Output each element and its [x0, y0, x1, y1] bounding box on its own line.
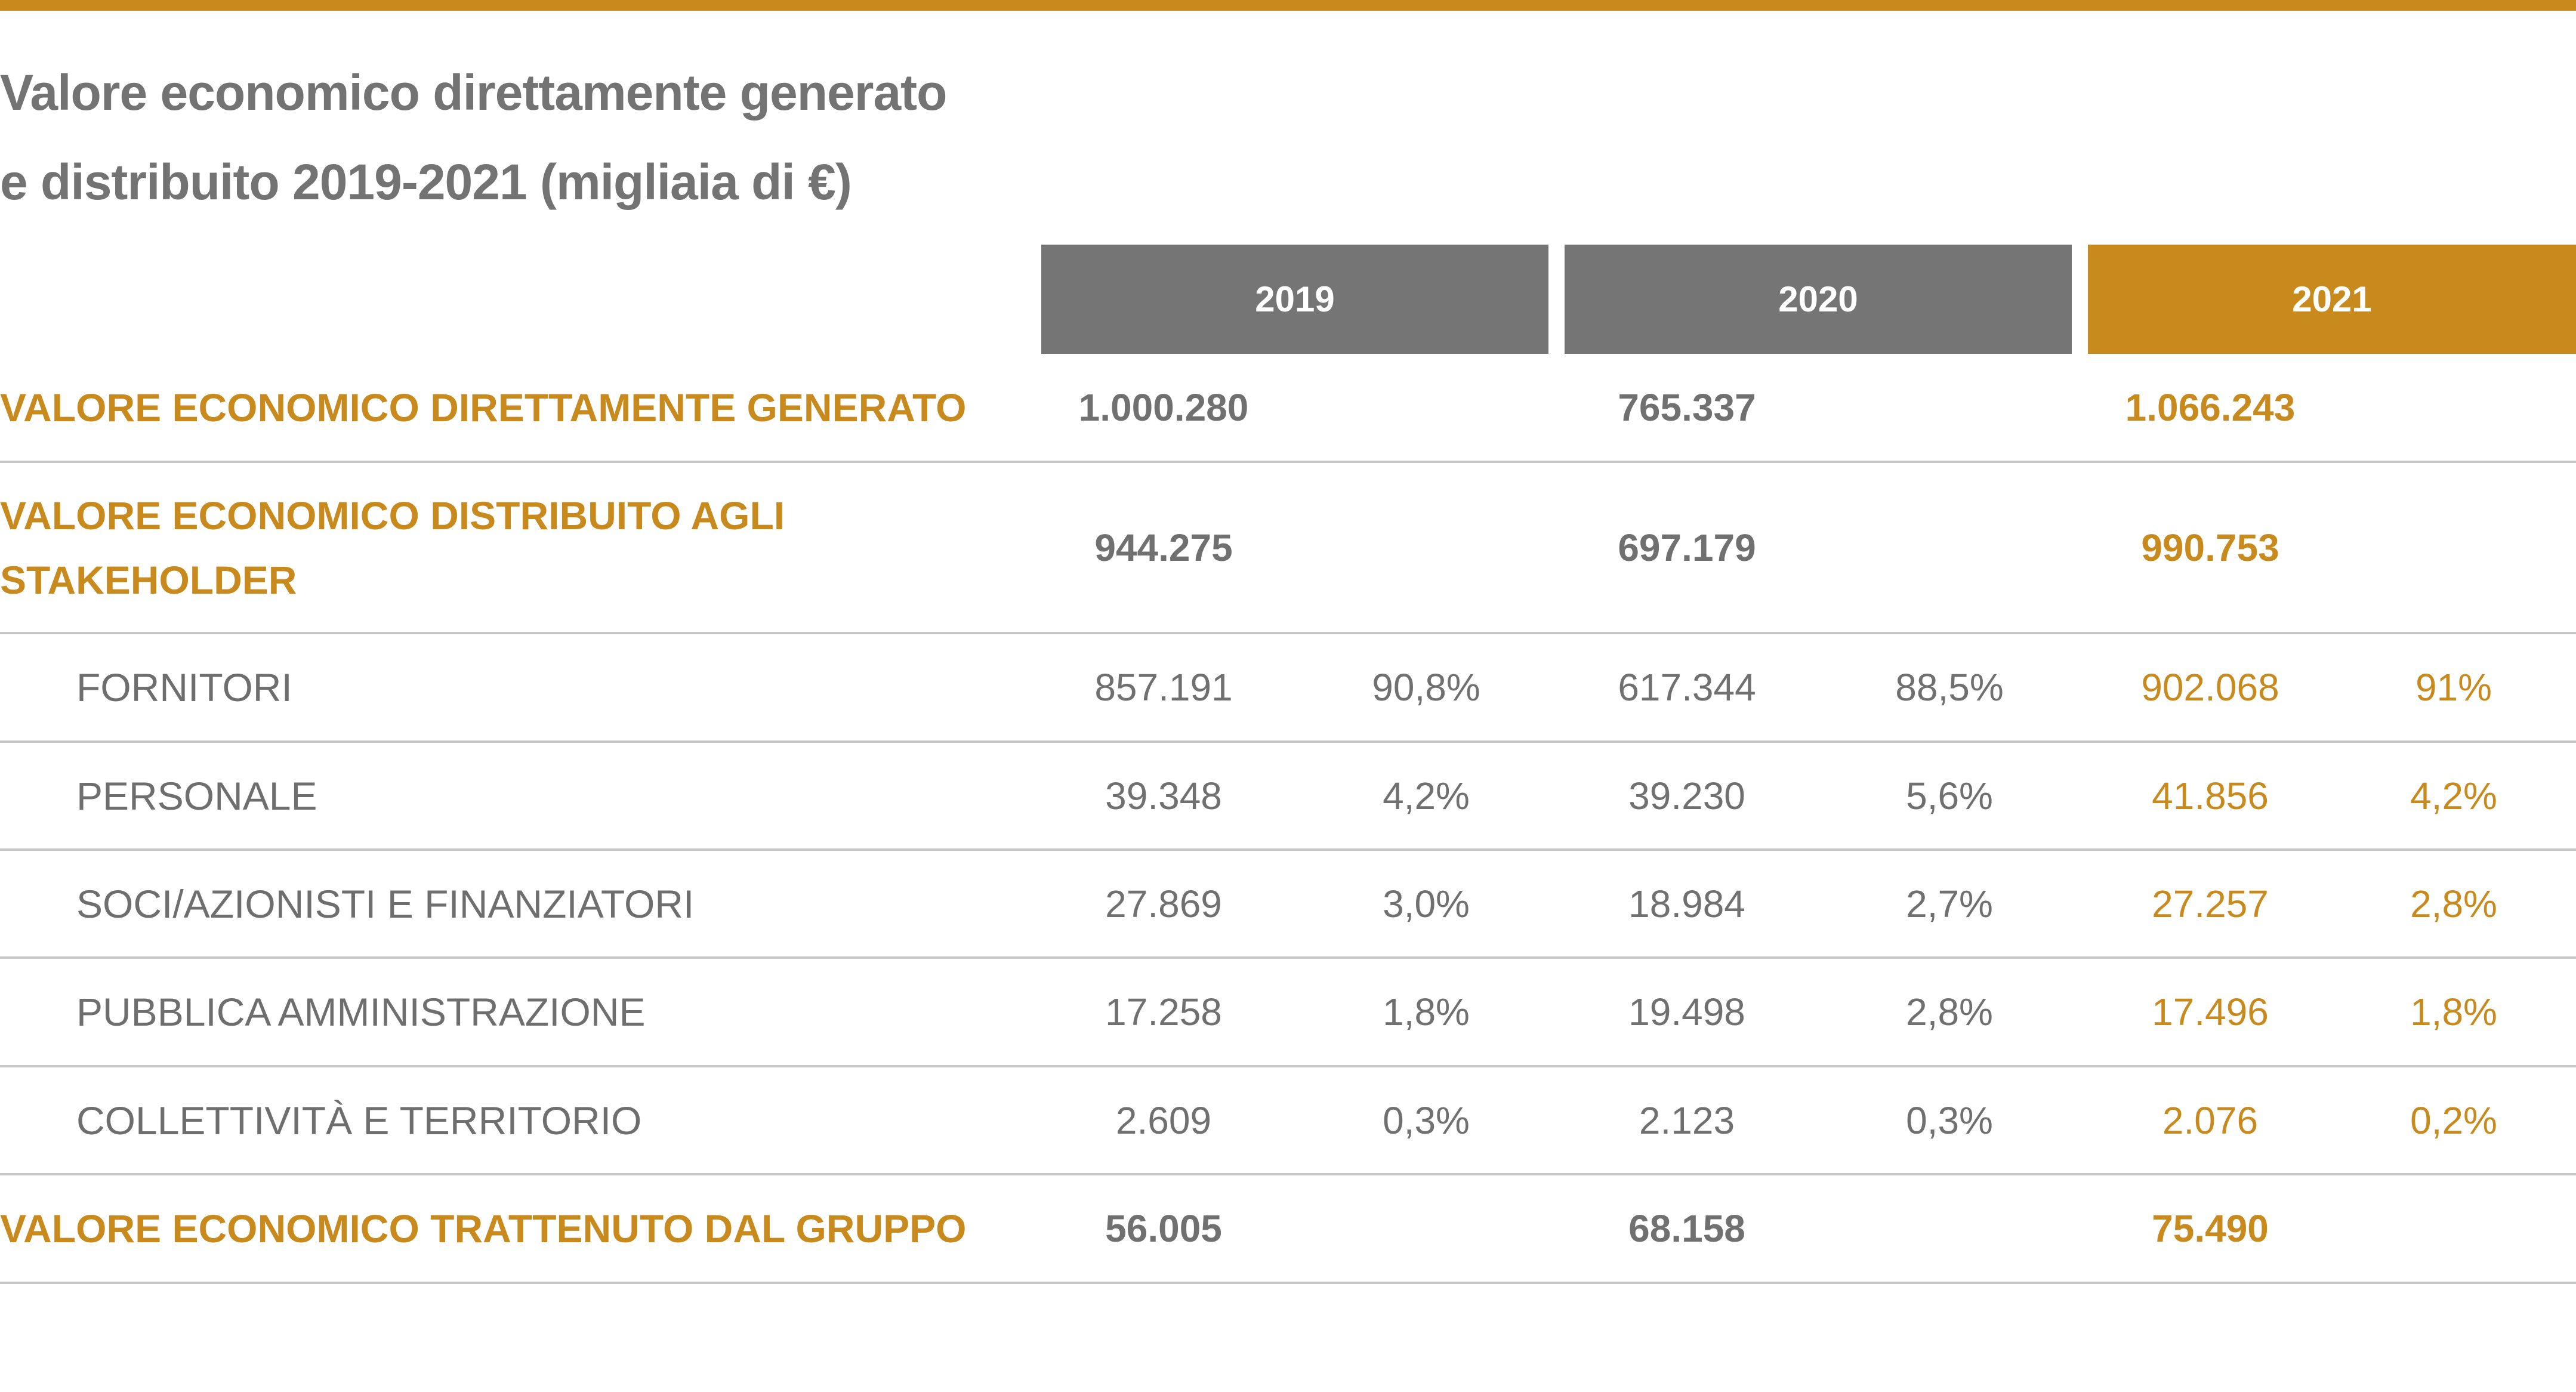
percent-2021: 1,8%	[2410, 990, 2497, 1033]
value-2021: 2.076	[2162, 1098, 2259, 1142]
percent-2020: 0,3%	[1906, 1098, 1993, 1142]
value-2020: 765.337	[1618, 385, 1756, 429]
table-row-collettivita: COLLETTIVITÀ E TERRITORIO 2.609 0,3% 2.1…	[0, 1067, 2576, 1175]
table-row-retained: VALORE ECONOMICO TRATTENUTO DAL GRUPPO 5…	[0, 1175, 2576, 1284]
value-2020: 18.984	[1628, 882, 1745, 925]
row-label: COLLETTIVITÀ E TERRITORIO	[76, 1098, 642, 1143]
value-2021: 990.753	[2141, 526, 2279, 569]
row-label: VALORE ECONOMICO TRATTENUTO DAL GRUPPO	[0, 1206, 967, 1251]
percent-2020: 88,5%	[1895, 666, 2004, 709]
value-2021: 1.066.243	[2125, 385, 2296, 429]
title-line-1: Valore economico direttamente generato	[0, 64, 947, 121]
value-2021: 27.257	[2152, 882, 2269, 925]
accent-bar	[0, 0, 2576, 11]
percent-2019: 90,8%	[1372, 666, 1480, 709]
percent-2020: 5,6%	[1906, 774, 1993, 817]
row-label: SOCI/AZIONISTI E FINANZIATORI	[76, 881, 695, 926]
value-2021: 17.496	[2152, 990, 2269, 1033]
value-2019: 56.005	[1105, 1207, 1222, 1250]
value-2020: 68.158	[1628, 1207, 1745, 1250]
percent-2019: 1,8%	[1383, 990, 1470, 1033]
percent-2021: 0,2%	[2410, 1098, 2497, 1142]
row-label: FORNITORI	[76, 665, 292, 709]
percent-2020: 2,8%	[1906, 990, 1993, 1033]
percent-2021: 91%	[2415, 666, 2492, 709]
value-2020: 697.179	[1618, 526, 1756, 569]
value-2021: 75.490	[2152, 1207, 2269, 1250]
title-line-2: e distribuito 2019-2021 (migliaia di €)	[0, 154, 852, 210]
percent-2019: 3,0%	[1383, 882, 1470, 925]
value-2021: 902.068	[2141, 666, 2279, 709]
table-row-distributed: VALORE ECONOMICO DISTRIBUITO AGLI STAKEH…	[0, 463, 2576, 634]
percent-2020: 2,7%	[1906, 882, 1993, 925]
value-2019: 1.000.280	[1078, 385, 1249, 429]
header-2021: 2021	[2088, 245, 2576, 354]
row-label: PERSONALE	[76, 773, 317, 818]
header-2020: 2020	[1565, 245, 2072, 354]
row-label: VALORE ECONOMICO DISTRIBUITO AGLI STAKEH…	[0, 493, 785, 602]
value-2019: 17.258	[1105, 990, 1222, 1033]
value-2019: 2.609	[1115, 1098, 1212, 1142]
percent-2021: 2,8%	[2410, 882, 2497, 925]
table-row-soci: SOCI/AZIONISTI E FINANZIATORI 27.869 3,0…	[0, 851, 2576, 959]
value-2020: 2.123	[1639, 1098, 1735, 1142]
header-2019: 2019	[1041, 245, 1548, 354]
value-2020: 617.344	[1618, 666, 1756, 709]
value-2019: 39.348	[1105, 774, 1222, 817]
value-2020: 39.230	[1628, 774, 1745, 817]
table-row-generated: VALORE ECONOMICO DIRETTAMENTE GENERATO 1…	[0, 354, 2576, 463]
value-2020: 19.498	[1628, 990, 1745, 1033]
value-2019: 857.191	[1094, 666, 1233, 709]
table-row-fornitori: FORNITORI 857.191 90,8% 617.344 88,5% 90…	[0, 634, 2576, 743]
percent-2019: 4,2%	[1383, 774, 1470, 817]
value-2019: 944.275	[1094, 526, 1233, 569]
table-row-personale: PERSONALE 39.348 4,2% 39.230 5,6% 41.856…	[0, 743, 2576, 851]
page-title: Valore economico direttamente generato e…	[0, 48, 1193, 227]
row-label: VALORE ECONOMICO DIRETTAMENTE GENERATO	[0, 385, 967, 430]
table-row-pubblica-amministrazione: PUBBLICA AMMINISTRAZIONE 17.258 1,8% 19.…	[0, 959, 2576, 1067]
percent-2021: 4,2%	[2410, 774, 2497, 817]
value-2019: 27.869	[1105, 882, 1222, 925]
row-label: PUBBLICA AMMINISTRAZIONE	[76, 990, 646, 1034]
percent-2019: 0,3%	[1383, 1098, 1470, 1142]
value-2021: 41.856	[2152, 774, 2269, 817]
